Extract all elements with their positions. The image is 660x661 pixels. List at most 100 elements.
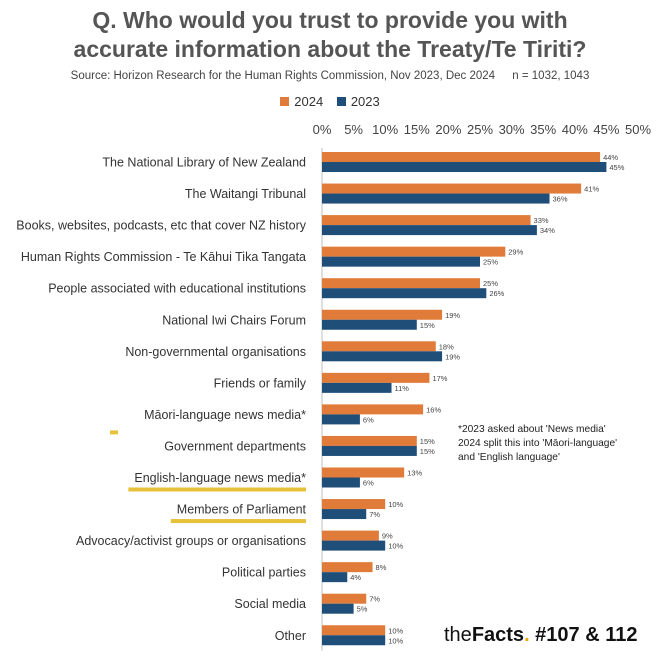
bar-2024 — [322, 372, 430, 383]
x-tick-label: 35% — [530, 122, 556, 137]
bar-2024 — [322, 246, 506, 257]
bar-2023 — [322, 256, 480, 267]
x-tick-label: 0% — [313, 122, 332, 137]
data-label-2023: 19% — [445, 352, 460, 361]
bar-2023 — [322, 635, 386, 646]
category-label: The Waitangi Tribunal — [185, 187, 306, 201]
data-label-2023: 11% — [395, 384, 410, 393]
data-label-2024: 9% — [382, 532, 393, 541]
bar-2024 — [322, 530, 379, 541]
bar-2024 — [322, 341, 436, 352]
data-label-2024: 17% — [432, 374, 447, 383]
bar-2023 — [322, 162, 607, 172]
bar-2023 — [322, 603, 354, 614]
data-label-2023: 6% — [363, 479, 374, 488]
legend-label-2023: 2023 — [350, 94, 380, 109]
x-tick-label: 40% — [562, 122, 588, 137]
brand-the: the — [444, 624, 472, 646]
bar-2023 — [322, 382, 392, 393]
data-label-2024: 19% — [445, 311, 460, 320]
sample-size: n = 1032, 1043 — [512, 70, 590, 82]
bar-2023 — [322, 540, 386, 551]
bar-2024 — [322, 278, 480, 289]
bar-2024 — [322, 435, 417, 446]
source-line: Source: Horizon Research for the Human R… — [0, 70, 660, 82]
data-label-2024: 15% — [420, 437, 435, 446]
data-label-2024: 33% — [534, 216, 549, 225]
x-tick-label: 45% — [593, 122, 619, 137]
data-label-2023: 10% — [388, 636, 403, 645]
category-label: Human Rights Commission - Te Kāhui Tika … — [21, 250, 306, 264]
data-label-2024: 29% — [508, 248, 523, 257]
brand-facts: Facts — [471, 624, 525, 646]
bar-2023 — [322, 445, 417, 456]
data-label-2023: 26% — [489, 289, 504, 298]
data-label-2024: 8% — [376, 563, 387, 572]
bar-2024 — [322, 404, 424, 415]
x-tick-label: 50% — [625, 122, 651, 137]
category-label: Advocacy/activist groups or organisation… — [76, 534, 306, 548]
footnote: *2023 asked about 'News media' 2024 spli… — [458, 423, 617, 465]
x-tick-label: 30% — [499, 122, 525, 137]
bar-2024 — [322, 562, 373, 573]
data-label-2023: 10% — [388, 542, 403, 551]
data-label-2024: 16% — [426, 405, 441, 414]
category-label: Books, websites, podcasts, etc that cove… — [16, 219, 306, 233]
bar-2023 — [322, 572, 348, 583]
bar-2024 — [322, 309, 443, 320]
data-label-2024: 41% — [584, 185, 599, 194]
highlight-underline — [110, 430, 118, 435]
source-text: Source: Horizon Research for the Human R… — [70, 70, 496, 82]
legend-label-2024: 2024 — [294, 94, 324, 109]
category-label: Friends or family — [214, 376, 307, 390]
legend-swatch-2024 — [280, 97, 290, 106]
data-label-2023: 4% — [350, 573, 361, 582]
category-label: Members of Parliament — [177, 503, 307, 517]
x-tick-label: 25% — [467, 122, 493, 137]
bar-2023 — [322, 477, 360, 488]
category-label: Other — [275, 629, 306, 643]
bar-2023 — [322, 414, 360, 425]
x-tick-label: 15% — [404, 122, 430, 137]
category-label: Social media — [234, 597, 306, 611]
title-line-1: Q. Who would you trust to provide you wi… — [92, 7, 568, 33]
bar-2024 — [322, 499, 386, 510]
x-tick-label: 10% — [372, 122, 398, 137]
category-label: Political parties — [222, 566, 306, 580]
data-label-2023: 7% — [369, 510, 380, 519]
brand-issue: #107 & 112 — [529, 624, 638, 646]
category-label: Government departments — [164, 439, 306, 453]
chart-title: Q. Who would you trust to provide you wi… — [0, 6, 660, 64]
x-tick-label: 20% — [435, 122, 461, 137]
bar-2024 — [322, 625, 386, 636]
data-label-2023: 15% — [420, 321, 435, 330]
category-label: Non-governmental organisations — [125, 345, 306, 359]
footnote-line-1: *2023 asked about 'News media' — [458, 424, 606, 435]
category-label: Māori-language news media* — [144, 408, 306, 422]
bar-2023 — [322, 193, 550, 204]
legend-swatch-2023 — [336, 97, 346, 106]
bar-2024 — [322, 215, 531, 226]
title-line-2: accurate information about the Treaty/Te… — [73, 36, 587, 62]
bar-2024 — [322, 183, 582, 194]
highlight-underline — [170, 519, 306, 524]
category-label: The National Library of New Zealand — [102, 156, 306, 170]
data-label-2023: 15% — [420, 447, 435, 456]
data-label-2023: 5% — [357, 605, 368, 614]
data-label-2023: 6% — [363, 415, 374, 424]
highlight-underline — [128, 487, 306, 492]
data-label-2023: 25% — [483, 258, 498, 267]
category-label: English-language news media* — [134, 471, 306, 485]
data-label-2023: 45% — [609, 163, 624, 172]
legend-item-2023: 2023 — [336, 94, 380, 109]
data-label-2023: 36% — [553, 195, 568, 204]
bar-2023 — [322, 509, 367, 520]
category-label: National Iwi Chairs Forum — [162, 313, 306, 327]
footnote-line-2: 2024 split this into 'Māori-language' — [458, 438, 618, 449]
data-label-2024: 10% — [388, 500, 403, 509]
data-label-2024: 25% — [483, 279, 498, 288]
brand-dot: . — [524, 624, 530, 646]
x-tick-label: 5% — [344, 122, 363, 137]
bar-2023 — [322, 225, 537, 236]
